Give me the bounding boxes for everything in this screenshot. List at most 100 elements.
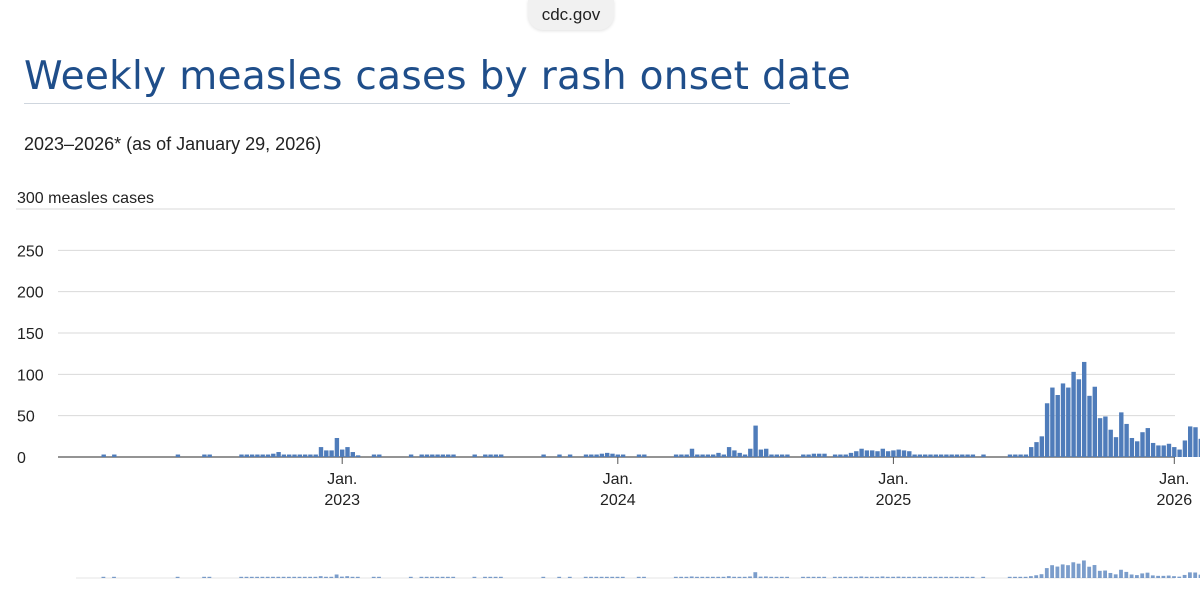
bar[interactable] bbox=[276, 452, 281, 457]
bar[interactable] bbox=[334, 437, 340, 457]
bar[interactable] bbox=[1103, 416, 1108, 457]
bar[interactable] bbox=[1119, 412, 1124, 457]
bar[interactable] bbox=[960, 454, 965, 457]
bar[interactable] bbox=[1166, 443, 1172, 457]
bar[interactable] bbox=[1193, 427, 1198, 457]
bar[interactable] bbox=[721, 454, 726, 457]
bar[interactable] bbox=[954, 454, 960, 457]
bar[interactable] bbox=[923, 454, 928, 457]
bar[interactable] bbox=[371, 454, 377, 457]
bar[interactable] bbox=[949, 454, 954, 457]
bar[interactable] bbox=[944, 454, 949, 457]
bar[interactable] bbox=[340, 449, 345, 457]
bar[interactable] bbox=[1060, 383, 1066, 457]
bar[interactable] bbox=[1097, 418, 1103, 457]
bar[interactable] bbox=[1050, 387, 1055, 457]
bar[interactable] bbox=[679, 454, 684, 457]
bar[interactable] bbox=[912, 454, 917, 457]
bar[interactable] bbox=[859, 448, 864, 457]
bar[interactable] bbox=[711, 454, 716, 457]
bar[interactable] bbox=[440, 454, 446, 457]
bar[interactable] bbox=[774, 454, 779, 457]
bar[interactable] bbox=[1087, 395, 1092, 457]
bar[interactable] bbox=[1177, 449, 1182, 457]
bar[interactable] bbox=[302, 454, 308, 457]
bar[interactable] bbox=[1092, 386, 1097, 457]
bar[interactable] bbox=[424, 454, 430, 457]
bar[interactable] bbox=[1018, 454, 1023, 457]
bar[interactable] bbox=[318, 447, 324, 457]
bar[interactable] bbox=[377, 454, 382, 457]
bar[interactable] bbox=[249, 454, 255, 457]
bar[interactable] bbox=[970, 454, 976, 457]
bar[interactable] bbox=[567, 454, 573, 457]
bar[interactable] bbox=[1135, 441, 1140, 457]
bar[interactable] bbox=[175, 454, 181, 457]
bar[interactable] bbox=[255, 454, 260, 457]
bar[interactable] bbox=[1082, 361, 1087, 457]
bar[interactable] bbox=[737, 452, 742, 457]
bar[interactable] bbox=[1066, 387, 1071, 457]
bar[interactable] bbox=[1140, 432, 1145, 457]
bar[interactable] bbox=[488, 454, 493, 457]
bar[interactable] bbox=[1023, 454, 1029, 457]
bar[interactable] bbox=[292, 454, 297, 457]
bar[interactable] bbox=[689, 448, 695, 457]
bar[interactable] bbox=[779, 454, 785, 457]
browser-url-pill[interactable]: cdc.gov bbox=[528, 0, 614, 30]
bar[interactable] bbox=[1198, 438, 1200, 457]
bar[interactable] bbox=[801, 454, 806, 457]
bar[interactable] bbox=[1076, 379, 1082, 457]
bar[interactable] bbox=[112, 454, 117, 457]
bar[interactable] bbox=[297, 454, 302, 457]
bar[interactable] bbox=[324, 450, 329, 457]
bar[interactable] bbox=[642, 454, 647, 457]
bar[interactable] bbox=[636, 454, 642, 457]
bar[interactable] bbox=[281, 454, 287, 457]
bar[interactable] bbox=[1039, 436, 1044, 457]
bar[interactable] bbox=[891, 450, 896, 457]
bar[interactable] bbox=[1113, 437, 1119, 457]
bar[interactable] bbox=[843, 454, 848, 457]
bar[interactable] bbox=[732, 450, 737, 457]
bar[interactable] bbox=[1029, 447, 1034, 457]
bar[interactable] bbox=[446, 454, 451, 457]
bar[interactable] bbox=[594, 454, 599, 457]
bar[interactable] bbox=[260, 454, 265, 457]
bar[interactable] bbox=[287, 454, 292, 457]
bar[interactable] bbox=[838, 454, 843, 457]
bar[interactable] bbox=[764, 448, 769, 457]
bar[interactable] bbox=[620, 454, 626, 457]
bar[interactable] bbox=[870, 450, 875, 457]
bar[interactable] bbox=[435, 454, 440, 457]
bar[interactable] bbox=[589, 454, 594, 457]
bar[interactable] bbox=[1055, 395, 1060, 457]
bar[interactable] bbox=[271, 453, 276, 457]
bar[interactable] bbox=[472, 454, 477, 457]
bar[interactable] bbox=[557, 454, 562, 457]
bar[interactable] bbox=[822, 453, 827, 457]
bar[interactable] bbox=[1013, 454, 1018, 457]
bar[interactable] bbox=[313, 454, 318, 457]
bar[interactable] bbox=[726, 447, 732, 457]
bar[interactable] bbox=[854, 451, 859, 457]
bar[interactable] bbox=[408, 454, 414, 457]
bar[interactable] bbox=[785, 454, 790, 457]
bar[interactable] bbox=[1161, 445, 1166, 457]
bar[interactable] bbox=[875, 451, 880, 457]
bar[interactable] bbox=[848, 452, 854, 457]
bar[interactable] bbox=[541, 454, 546, 457]
bar[interactable] bbox=[499, 454, 504, 457]
bar[interactable] bbox=[748, 448, 753, 457]
bar[interactable] bbox=[207, 454, 212, 457]
bar[interactable] bbox=[329, 450, 334, 457]
bar[interactable] bbox=[1145, 428, 1150, 457]
bar[interactable] bbox=[1172, 447, 1177, 457]
bar[interactable] bbox=[917, 454, 923, 457]
bar[interactable] bbox=[705, 454, 711, 457]
bar[interactable] bbox=[345, 447, 350, 457]
bar[interactable] bbox=[419, 454, 424, 457]
bar[interactable] bbox=[244, 454, 249, 457]
bar[interactable] bbox=[202, 454, 207, 457]
bar[interactable] bbox=[1156, 445, 1161, 457]
